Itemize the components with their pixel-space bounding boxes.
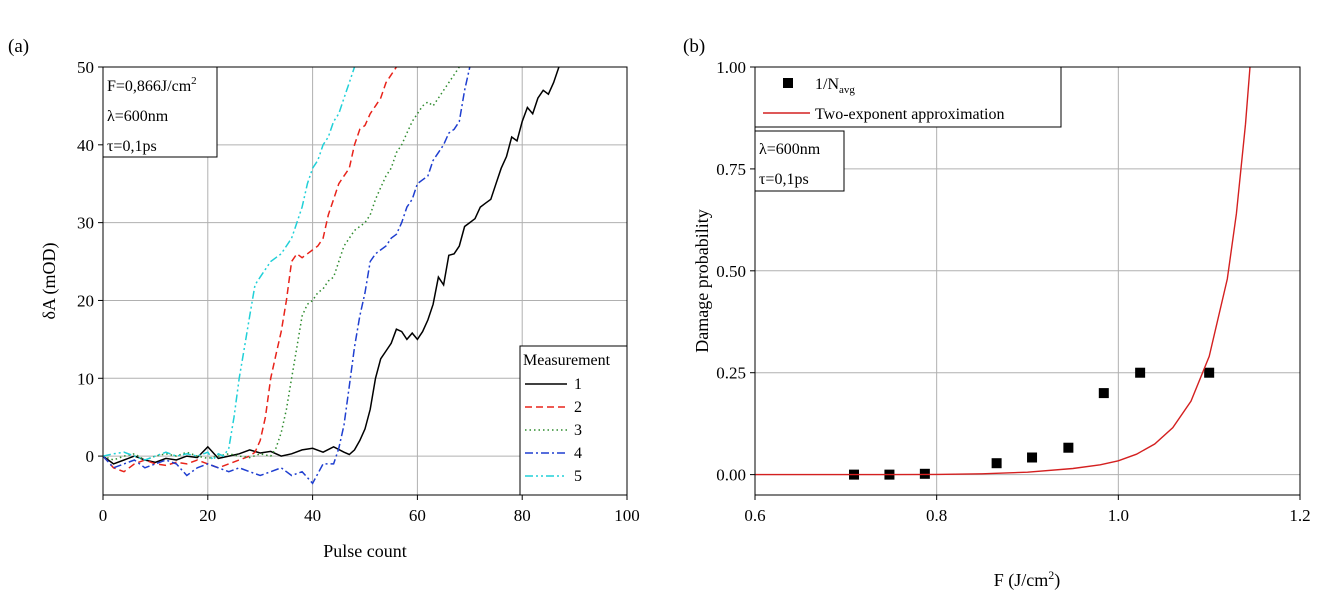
panel-b-legend-label-line: Two-exponent approximation <box>815 106 1005 123</box>
panel-b-y-tick-label: 0.25 <box>716 364 746 383</box>
panel-b-legend-swatch-scatter <box>783 78 793 88</box>
panel-b-legend-entries: 1/Navg Two-exponent approximation <box>763 76 1005 123</box>
panel-b-x-axis-label-sup: 2 <box>1048 568 1054 582</box>
panel-a-annotation-wavelength: λ=600nm <box>107 108 169 125</box>
panel-b-y-tick-label: 0.50 <box>716 262 746 281</box>
panel-b-x-tick-label: 0.6 <box>744 506 765 525</box>
panel-b-series <box>755 67 1251 480</box>
panel-a-x-tick-label: 20 <box>199 506 216 525</box>
panel-a-annotation-fluence-text: F=0,866J/cm <box>107 78 192 95</box>
panel-b-ticks: 0.6 0.8 1.0 1.2 0.00 0.25 0.50 0.75 1.00 <box>716 58 1310 525</box>
panel-b-y-tick-label: 0.00 <box>716 466 746 485</box>
panel-a-legend-box <box>519 345 628 496</box>
panel-b-legend-box <box>754 66 1062 128</box>
panel-a-x-tick-label: 40 <box>304 506 321 525</box>
panel-a-legend-label-4: 4 <box>574 445 582 462</box>
panel-a-legend-label-3: 3 <box>574 422 582 439</box>
panel-b-data-point <box>1098 388 1109 399</box>
panel-b-data-point <box>1204 367 1215 378</box>
panel-a-x-tick-label: 60 <box>409 506 426 525</box>
panel-a-label: (a) <box>8 36 29 57</box>
panel-a-x-axis-label: Pulse count <box>323 541 407 561</box>
panel-a-y-tick-label: 30 <box>77 214 94 233</box>
panel-b-x-tick-label: 0.8 <box>926 506 947 525</box>
panel-b-data-point <box>991 458 1002 469</box>
panel-a-annotation-box <box>102 66 218 158</box>
panel-a-legend-label-1: 1 <box>574 376 582 393</box>
panel-a-annotation-pulse-duration: τ=0,1ps <box>107 138 157 155</box>
panel-a-series <box>103 67 560 485</box>
panel-a-y-tick-label: 50 <box>77 58 94 77</box>
panel-a-x-tick-label: 0 <box>99 506 108 525</box>
panel-b-x-axis-label-text: F (J/cm <box>994 570 1049 591</box>
panel-a-annotation-fluence-sup: 2 <box>191 75 197 87</box>
panel-b-data-point <box>1027 452 1038 463</box>
panel-a-legend-title: Measurement <box>523 352 611 369</box>
panel-a-y-tick-label: 20 <box>77 291 94 310</box>
panel-b-data-point <box>1135 367 1146 378</box>
panel-b-y-axis-label: Damage probability <box>692 209 712 352</box>
panel-a-x-tick-label: 100 <box>614 506 640 525</box>
panel-b-annotation-pulse-duration: τ=0,1ps <box>759 171 809 188</box>
panel-b-y-tick-label: 1.00 <box>716 58 746 77</box>
panel-b-x-tick-label: 1.0 <box>1108 506 1129 525</box>
panel-b-chart: (b) 0.6 0.8 1.0 1.2 0.00 0.25 0.50 0.75 1.00 F (… <box>683 36 1311 591</box>
panel-a-x-tick-label: 80 <box>514 506 531 525</box>
panel-a-series-line-1 <box>103 67 560 465</box>
panel-a-legend-label-2: 2 <box>574 399 582 416</box>
panel-b-legend-label-scatter-text: 1/N <box>815 76 839 93</box>
panel-a-y-tick-label: 10 <box>77 369 94 388</box>
panel-b-x-axis-label: F (J/cm2) <box>994 568 1061 591</box>
panel-b-annotation-wavelength: λ=600nm <box>759 141 821 158</box>
panel-b-x-axis-label-suffix: ) <box>1054 570 1060 591</box>
panel-a-ticks: 0 20 40 60 80 100 0 10 20 30 40 50 <box>77 58 640 525</box>
panel-b-x-tick-label: 1.2 <box>1289 506 1310 525</box>
panel-a-legend-entries: 1 2 3 4 5 <box>525 376 582 485</box>
panel-a-plot-frame <box>102 66 628 496</box>
panel-a-series-line-2 <box>103 67 398 473</box>
panel-a-y-axis-label: δA (mOD) <box>39 243 60 320</box>
panel-a-series-line-5 <box>103 67 356 462</box>
panel-a-y-tick-label: 40 <box>77 136 94 155</box>
panel-b-label: (b) <box>683 36 705 57</box>
panel-b-data-point <box>1063 442 1074 453</box>
panel-a-legend-label-5: 5 <box>574 468 582 485</box>
panel-b-annotation-box <box>754 130 845 192</box>
panel-b-legend-label-scatter-sub: avg <box>839 84 855 96</box>
panel-b-fit-curve <box>755 67 1251 476</box>
panel-a-series-line-4 <box>103 67 471 485</box>
panel-a-y-tick-label: 0 <box>86 447 95 466</box>
panel-b-legend-label-scatter: 1/Navg <box>815 76 855 96</box>
panel-b-y-tick-label: 0.75 <box>716 160 746 179</box>
panel-a-annotation-fluence: F=0,866J/cm2 <box>107 75 197 95</box>
